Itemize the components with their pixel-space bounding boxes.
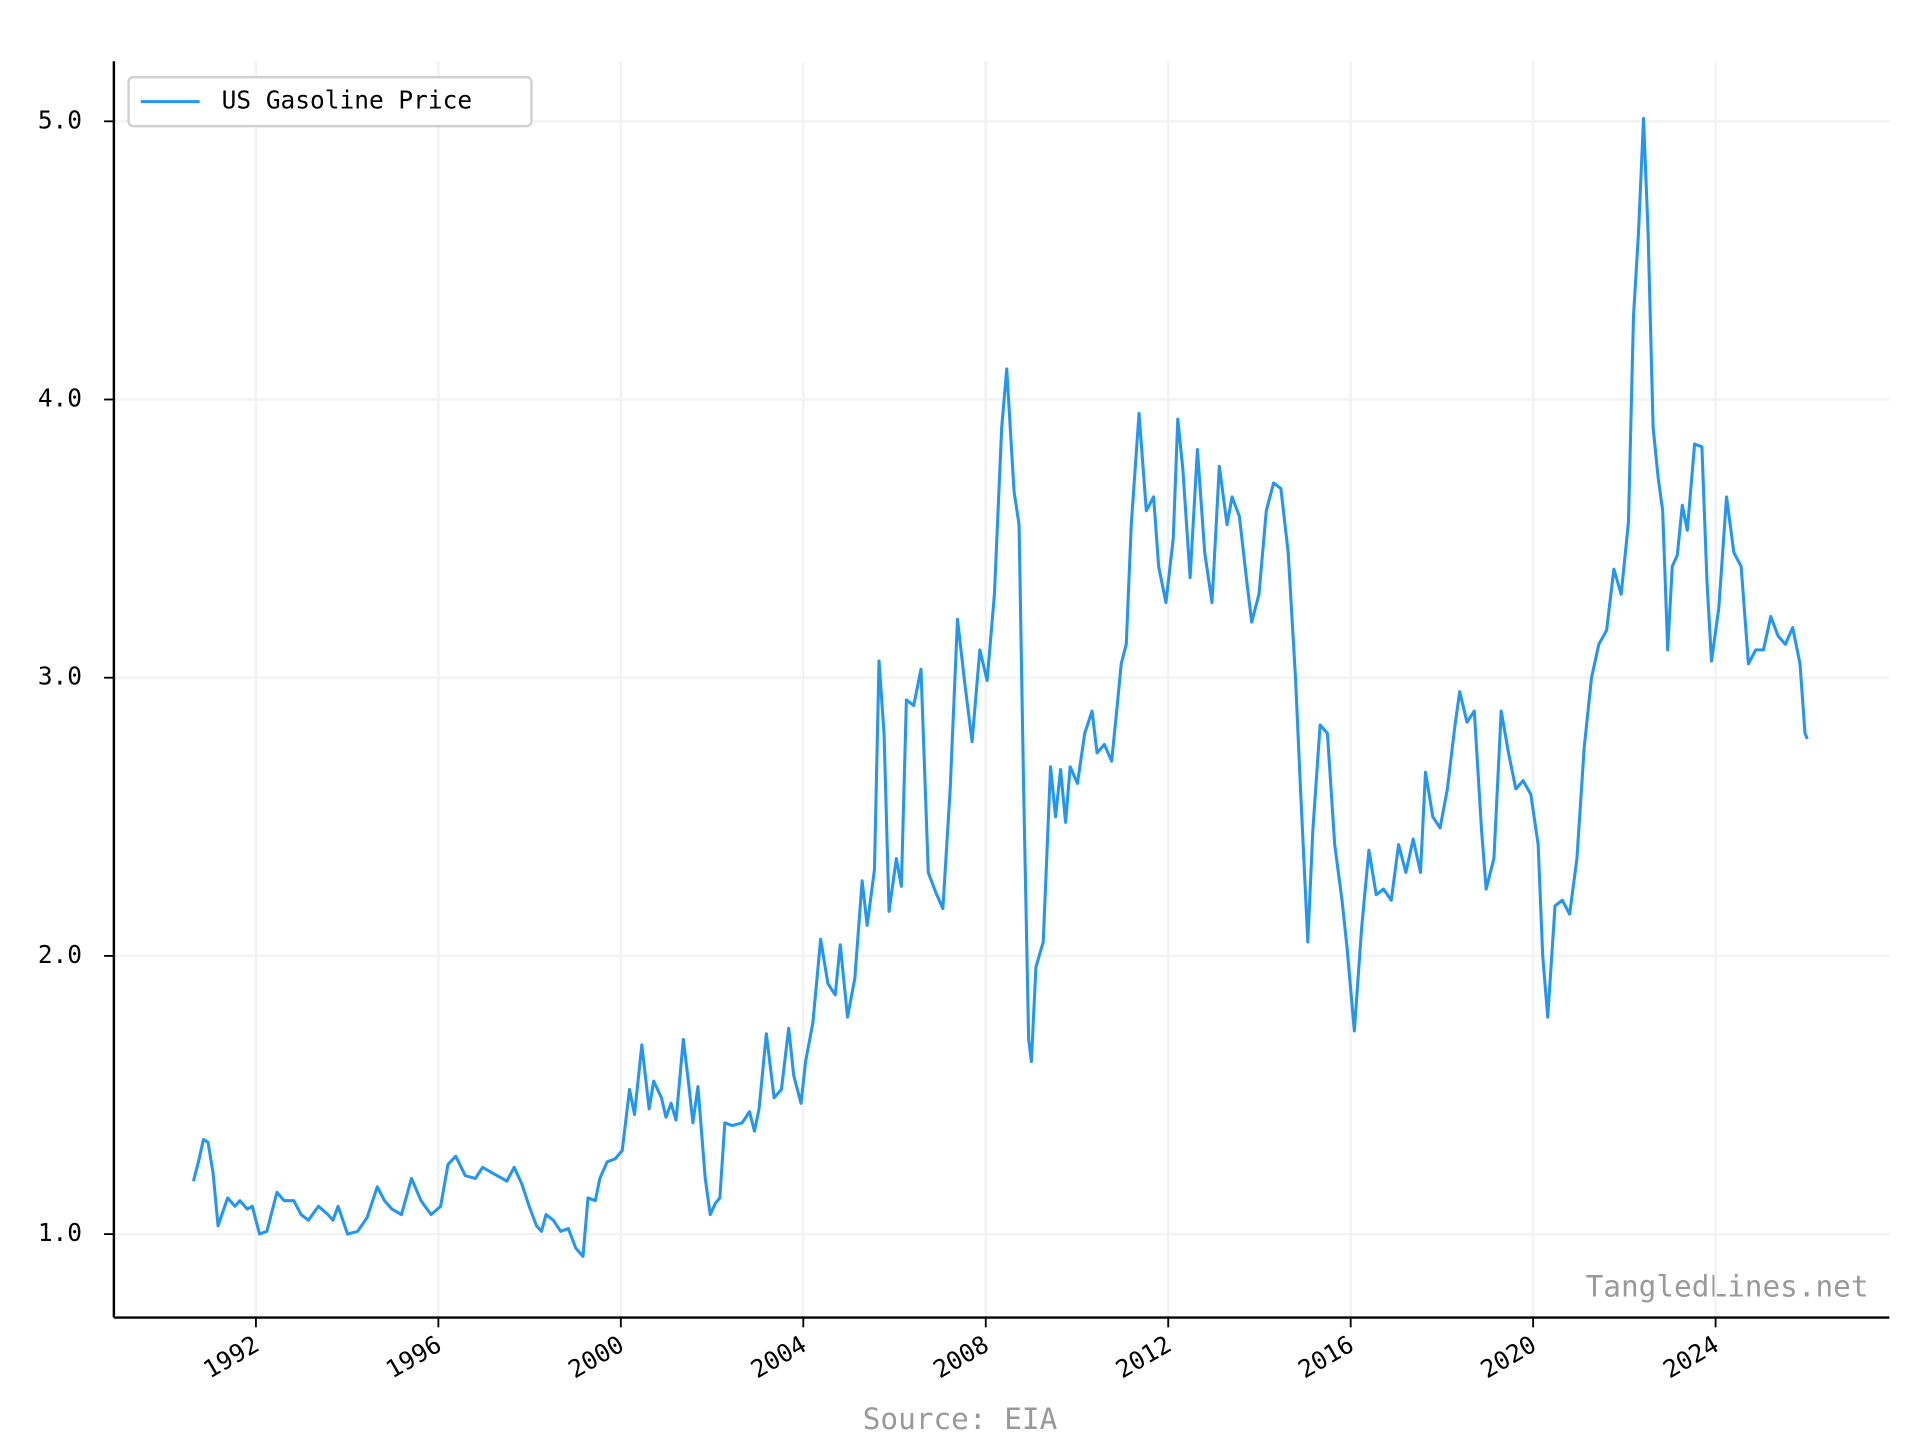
x-tick-label: 1996 (381, 1329, 447, 1384)
x-tick-label: 2012 (1111, 1329, 1177, 1384)
y-tick-label: 2.0 (38, 940, 82, 969)
x-tick-label: 2000 (563, 1329, 629, 1384)
y-tick-label: 4.0 (38, 384, 82, 413)
legend-label: US Gasoline Price (222, 86, 472, 115)
x-tick-label: 2016 (1293, 1329, 1359, 1384)
line (191, 117, 1809, 1258)
x-tick-label: 2024 (1658, 1329, 1724, 1384)
y-tick-label: 3.0 (38, 662, 82, 691)
y-tick-label: 5.0 (38, 105, 82, 134)
legend: US Gasoline Price (127, 75, 533, 128)
watermark: TangledLines.net (1586, 1270, 1869, 1304)
x-tick-label: 2008 (928, 1329, 994, 1384)
grid (113, 61, 1890, 1318)
x-tick-label: 1992 (198, 1329, 264, 1384)
legend-box (127, 75, 533, 128)
x-tick-label: 2004 (746, 1329, 812, 1384)
x-tick-label: 2020 (1475, 1329, 1541, 1384)
y-tick-label: 1.0 (38, 1218, 82, 1247)
source-note: Source: EIA (863, 1402, 1058, 1436)
